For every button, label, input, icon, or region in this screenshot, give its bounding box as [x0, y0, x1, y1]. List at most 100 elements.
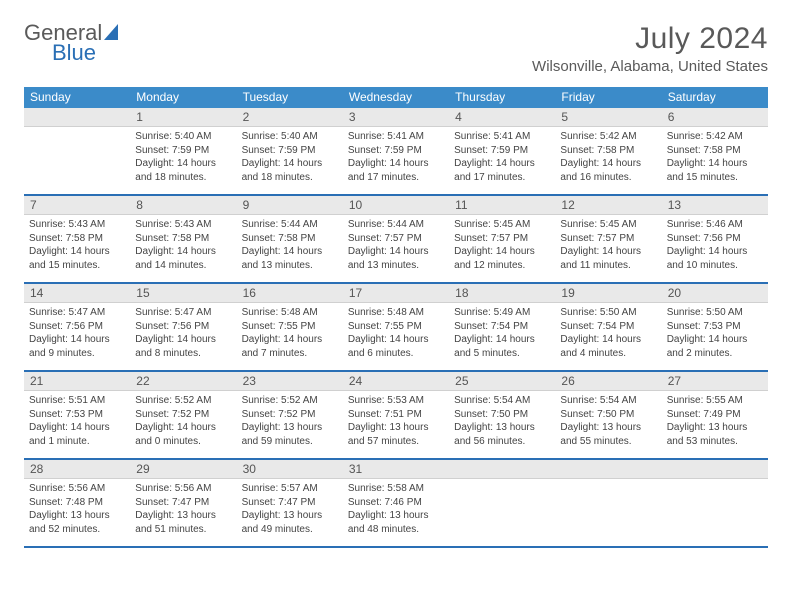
- day-number: [662, 460, 768, 478]
- week-block: 14151617181920Sunrise: 5:47 AMSunset: 7:…: [24, 284, 768, 372]
- day-number: 17: [343, 284, 449, 302]
- day-number: 26: [555, 372, 661, 390]
- day-cell: Sunrise: 5:55 AMSunset: 7:49 PMDaylight:…: [662, 391, 768, 458]
- day-number: 28: [24, 460, 130, 478]
- day-number: 21: [24, 372, 130, 390]
- day-number: 14: [24, 284, 130, 302]
- day-number: 24: [343, 372, 449, 390]
- day-body-row: Sunrise: 5:40 AMSunset: 7:59 PMDaylight:…: [24, 127, 768, 196]
- day-number-row: 28293031: [24, 460, 768, 479]
- day-cell: [555, 479, 661, 546]
- day-number: 27: [662, 372, 768, 390]
- day-cell: Sunrise: 5:44 AMSunset: 7:57 PMDaylight:…: [343, 215, 449, 282]
- page: General Blue July 2024 Wilsonville, Alab…: [0, 0, 792, 548]
- day-number: 13: [662, 196, 768, 214]
- day-cell: Sunrise: 5:47 AMSunset: 7:56 PMDaylight:…: [130, 303, 236, 370]
- week-block: 78910111213Sunrise: 5:43 AMSunset: 7:58 …: [24, 196, 768, 284]
- day-cell: Sunrise: 5:43 AMSunset: 7:58 PMDaylight:…: [24, 215, 130, 282]
- day-number: 18: [449, 284, 555, 302]
- weekday-header: Wednesday: [343, 87, 449, 108]
- weekday-header: Friday: [555, 87, 661, 108]
- day-cell: Sunrise: 5:47 AMSunset: 7:56 PMDaylight:…: [24, 303, 130, 370]
- weekday-header-row: SundayMondayTuesdayWednesdayThursdayFrid…: [24, 87, 768, 108]
- day-cell: Sunrise: 5:56 AMSunset: 7:47 PMDaylight:…: [130, 479, 236, 546]
- day-number: 9: [237, 196, 343, 214]
- day-number: [555, 460, 661, 478]
- day-number: 2: [237, 108, 343, 126]
- weekday-header: Sunday: [24, 87, 130, 108]
- title-block: July 2024 Wilsonville, Alabama, United S…: [532, 22, 768, 75]
- day-cell: Sunrise: 5:48 AMSunset: 7:55 PMDaylight:…: [237, 303, 343, 370]
- week-block: 28293031Sunrise: 5:56 AMSunset: 7:48 PMD…: [24, 460, 768, 548]
- day-number: 23: [237, 372, 343, 390]
- day-cell: Sunrise: 5:56 AMSunset: 7:48 PMDaylight:…: [24, 479, 130, 546]
- day-number: 10: [343, 196, 449, 214]
- day-cell: Sunrise: 5:41 AMSunset: 7:59 PMDaylight:…: [449, 127, 555, 194]
- day-number-row: 78910111213: [24, 196, 768, 215]
- day-cell: [449, 479, 555, 546]
- day-cell: Sunrise: 5:48 AMSunset: 7:55 PMDaylight:…: [343, 303, 449, 370]
- day-number: 16: [237, 284, 343, 302]
- week-block: 21222324252627Sunrise: 5:51 AMSunset: 7:…: [24, 372, 768, 460]
- day-cell: Sunrise: 5:40 AMSunset: 7:59 PMDaylight:…: [237, 127, 343, 194]
- day-number: 20: [662, 284, 768, 302]
- day-cell: Sunrise: 5:53 AMSunset: 7:51 PMDaylight:…: [343, 391, 449, 458]
- day-cell: [24, 127, 130, 194]
- day-number-row: 21222324252627: [24, 372, 768, 391]
- day-number: 8: [130, 196, 236, 214]
- day-number-row: 123456: [24, 108, 768, 127]
- weekday-header: Tuesday: [237, 87, 343, 108]
- day-cell: Sunrise: 5:43 AMSunset: 7:58 PMDaylight:…: [130, 215, 236, 282]
- day-number: 29: [130, 460, 236, 478]
- day-number: [24, 108, 130, 126]
- weekday-header: Saturday: [662, 87, 768, 108]
- day-body-row: Sunrise: 5:43 AMSunset: 7:58 PMDaylight:…: [24, 215, 768, 284]
- day-cell: Sunrise: 5:54 AMSunset: 7:50 PMDaylight:…: [449, 391, 555, 458]
- day-number: 4: [449, 108, 555, 126]
- day-cell: Sunrise: 5:50 AMSunset: 7:53 PMDaylight:…: [662, 303, 768, 370]
- page-title: July 2024: [532, 22, 768, 56]
- day-cell: Sunrise: 5:45 AMSunset: 7:57 PMDaylight:…: [449, 215, 555, 282]
- day-number: 15: [130, 284, 236, 302]
- day-cell: Sunrise: 5:45 AMSunset: 7:57 PMDaylight:…: [555, 215, 661, 282]
- day-number: 3: [343, 108, 449, 126]
- day-number: 12: [555, 196, 661, 214]
- day-body-row: Sunrise: 5:56 AMSunset: 7:48 PMDaylight:…: [24, 479, 768, 548]
- day-number: 11: [449, 196, 555, 214]
- day-cell: Sunrise: 5:54 AMSunset: 7:50 PMDaylight:…: [555, 391, 661, 458]
- calendar: SundayMondayTuesdayWednesdayThursdayFrid…: [24, 87, 768, 548]
- day-cell: Sunrise: 5:52 AMSunset: 7:52 PMDaylight:…: [130, 391, 236, 458]
- header: General Blue July 2024 Wilsonville, Alab…: [24, 22, 768, 75]
- day-number: 1: [130, 108, 236, 126]
- day-number: 25: [449, 372, 555, 390]
- day-cell: Sunrise: 5:41 AMSunset: 7:59 PMDaylight:…: [343, 127, 449, 194]
- day-cell: Sunrise: 5:58 AMSunset: 7:46 PMDaylight:…: [343, 479, 449, 546]
- day-body-row: Sunrise: 5:51 AMSunset: 7:53 PMDaylight:…: [24, 391, 768, 460]
- day-number-row: 14151617181920: [24, 284, 768, 303]
- week-block: 123456Sunrise: 5:40 AMSunset: 7:59 PMDay…: [24, 108, 768, 196]
- day-cell: Sunrise: 5:50 AMSunset: 7:54 PMDaylight:…: [555, 303, 661, 370]
- weekday-header: Monday: [130, 87, 236, 108]
- day-cell: Sunrise: 5:49 AMSunset: 7:54 PMDaylight:…: [449, 303, 555, 370]
- day-cell: Sunrise: 5:42 AMSunset: 7:58 PMDaylight:…: [662, 127, 768, 194]
- day-number: 7: [24, 196, 130, 214]
- logo: General Blue: [24, 22, 118, 64]
- logo-triangle-icon: [104, 24, 118, 40]
- day-number: 19: [555, 284, 661, 302]
- logo-text-blue: Blue: [52, 42, 118, 64]
- day-number: 31: [343, 460, 449, 478]
- day-body-row: Sunrise: 5:47 AMSunset: 7:56 PMDaylight:…: [24, 303, 768, 372]
- day-number: 30: [237, 460, 343, 478]
- day-cell: Sunrise: 5:42 AMSunset: 7:58 PMDaylight:…: [555, 127, 661, 194]
- day-number: 22: [130, 372, 236, 390]
- day-cell: Sunrise: 5:44 AMSunset: 7:58 PMDaylight:…: [237, 215, 343, 282]
- day-number: [449, 460, 555, 478]
- day-cell: Sunrise: 5:40 AMSunset: 7:59 PMDaylight:…: [130, 127, 236, 194]
- day-cell: Sunrise: 5:46 AMSunset: 7:56 PMDaylight:…: [662, 215, 768, 282]
- day-cell: Sunrise: 5:51 AMSunset: 7:53 PMDaylight:…: [24, 391, 130, 458]
- day-number: 5: [555, 108, 661, 126]
- day-cell: Sunrise: 5:52 AMSunset: 7:52 PMDaylight:…: [237, 391, 343, 458]
- day-cell: Sunrise: 5:57 AMSunset: 7:47 PMDaylight:…: [237, 479, 343, 546]
- day-cell: [662, 479, 768, 546]
- page-subtitle: Wilsonville, Alabama, United States: [532, 58, 768, 75]
